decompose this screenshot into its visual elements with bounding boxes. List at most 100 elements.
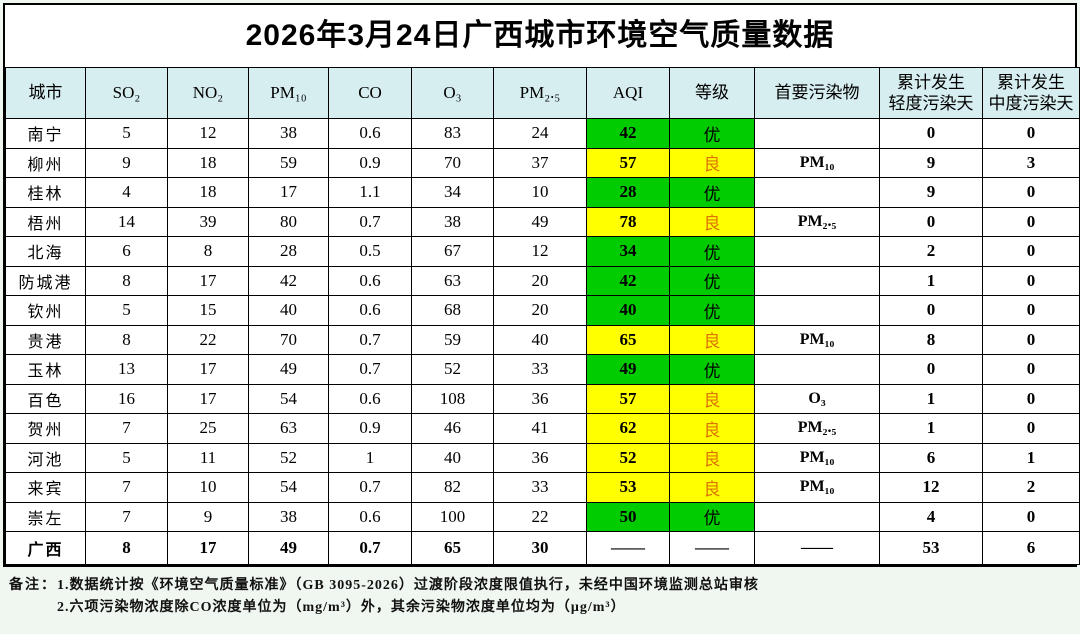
table-row: 崇左 7 9 38 0.6 100 22 50 优 4 0 bbox=[5, 501, 1080, 532]
so2-cell: 8 bbox=[85, 265, 168, 296]
city-cell: 来宾 bbox=[5, 472, 86, 503]
table-row: 南宁 5 12 38 0.6 83 24 42 优 0 0 bbox=[5, 118, 1080, 149]
co-cell: 0.7 bbox=[328, 472, 412, 503]
pm10-cell: 49 bbox=[248, 354, 329, 385]
city-cell: 河池 bbox=[5, 442, 86, 473]
air-quality-table: 城市 SO₂ NO₂ PM₁₀ CO O₃ PM₂.₅ AQI 等级 首要污染物… bbox=[5, 67, 1080, 565]
table-row: 玉林 13 17 49 0.7 52 33 49 优 0 0 bbox=[5, 354, 1080, 385]
grade-cell: 优 bbox=[669, 177, 755, 208]
pm25-cell: 22 bbox=[493, 501, 587, 532]
footnote-lines: 1.数据统计按《环境空气质量标准》（GB 3095-2026）过渡阶段浓度限值执… bbox=[57, 575, 759, 620]
moderate-days-cell: 2 bbox=[982, 472, 1080, 503]
grade-cell: 优 bbox=[669, 265, 755, 296]
moderate-days-cell: 0 bbox=[982, 177, 1080, 208]
co-cell: 0.6 bbox=[328, 383, 412, 414]
pm10-cell: 28 bbox=[248, 236, 329, 267]
grade-cell: 良 bbox=[669, 472, 755, 503]
table-row: 百色 16 17 54 0.6 108 36 57 良 O₃ 1 0 bbox=[5, 383, 1080, 414]
grade-cell: 良 bbox=[669, 383, 755, 414]
grade-cell: 良 bbox=[669, 206, 755, 237]
moderate-days-cell: 1 bbox=[982, 442, 1080, 473]
footnote-line-2: 2.六项污染物浓度除CO浓度单位为（mg/m³）外，其余污染物浓度单位均为（μg… bbox=[57, 600, 626, 616]
city-cell: 防城港 bbox=[5, 265, 86, 296]
pm10-cell: 38 bbox=[248, 118, 329, 149]
so2-cell: 5 bbox=[85, 295, 168, 326]
pollutant-cell bbox=[754, 236, 880, 267]
col-header-moderate-pollution-days: 累计发生 中度污染天 bbox=[982, 67, 1080, 119]
footnotes: 备注： 1.数据统计按《环境空气质量标准》（GB 3095-2026）过渡阶段浓… bbox=[3, 567, 1077, 620]
pm25-cell: 20 bbox=[493, 265, 587, 296]
pollutant-cell: PM₂.₅ bbox=[754, 206, 880, 237]
pm10-cell: 54 bbox=[248, 472, 329, 503]
no2-cell: 15 bbox=[167, 295, 249, 326]
pollutant-cell bbox=[754, 177, 880, 208]
light-days-cell: 0 bbox=[879, 206, 983, 237]
air-quality-report: 2026年3月24日广西城市环境空气质量数据 城市 SO₂ NO₂ PM₁₀ C… bbox=[3, 3, 1080, 567]
header-row: 城市 SO₂ NO₂ PM₁₀ CO O₃ PM₂.₅ AQI 等级 首要污染物… bbox=[5, 67, 1080, 119]
city-cell: 梧州 bbox=[5, 206, 86, 237]
light-days-cell: 6 bbox=[879, 442, 983, 473]
table-row: 贺州 7 25 63 0.9 46 41 62 良 PM₂.₅ 1 0 bbox=[5, 413, 1080, 444]
so2-cell: 8 bbox=[85, 324, 168, 355]
grade-cell: 良 bbox=[669, 147, 755, 178]
grade-cell: 优 bbox=[669, 354, 755, 385]
table-header: 城市 SO₂ NO₂ PM₁₀ CO O₃ PM₂.₅ AQI 等级 首要污染物… bbox=[5, 67, 1080, 119]
co-cell: 0.6 bbox=[328, 118, 412, 149]
pm10-cell: 63 bbox=[248, 413, 329, 444]
table-row: 来宾 7 10 54 0.7 82 33 53 良 PM₁₀ 12 2 bbox=[5, 472, 1080, 503]
moderate-days-cell: 0 bbox=[982, 383, 1080, 414]
table-row: 北海 6 8 28 0.5 67 12 34 优 2 0 bbox=[5, 236, 1080, 267]
aqi-cell: 78 bbox=[586, 206, 670, 237]
pm10-cell: 52 bbox=[248, 442, 329, 473]
table-row: 柳州 9 18 59 0.9 70 37 57 良 PM₁₀ 9 3 bbox=[5, 147, 1080, 178]
pollutant-cell: PM₁₀ bbox=[754, 442, 880, 473]
pollutant-cell: PM₂.₅ bbox=[754, 413, 880, 444]
moderate-days-cell: 0 bbox=[982, 324, 1080, 355]
footnote-line-1: 1.数据统计按《环境空气质量标准》（GB 3095-2026）过渡阶段浓度限值执… bbox=[57, 578, 759, 593]
pm10-cell: 54 bbox=[248, 383, 329, 414]
pm25-cell: 30 bbox=[493, 531, 587, 565]
co-cell: 0.9 bbox=[328, 413, 412, 444]
city-cell: 柳州 bbox=[5, 147, 86, 178]
pm10-cell: 42 bbox=[248, 265, 329, 296]
pollutant-cell bbox=[754, 295, 880, 326]
o3-cell: 83 bbox=[411, 118, 494, 149]
pm25-cell: 24 bbox=[493, 118, 587, 149]
o3-cell: 59 bbox=[411, 324, 494, 355]
no2-cell: 17 bbox=[167, 265, 249, 296]
no2-cell: 17 bbox=[167, 354, 249, 385]
table-body: 南宁 5 12 38 0.6 83 24 42 优 0 0 柳州 9 18 59 0.9 70 37 57 良 PM₁₀… bbox=[5, 118, 1080, 565]
so2-cell: 7 bbox=[85, 472, 168, 503]
aqi-cell: 62 bbox=[586, 413, 670, 444]
pm25-cell: 36 bbox=[493, 442, 587, 473]
o3-cell: 68 bbox=[411, 295, 494, 326]
pm25-cell: 12 bbox=[493, 236, 587, 267]
col-header-city: 城市 bbox=[5, 67, 86, 119]
col-header-pm10: PM₁₀ bbox=[248, 67, 329, 119]
pollutant-cell: PM₁₀ bbox=[754, 472, 880, 503]
pollutant-cell bbox=[754, 118, 880, 149]
so2-cell: 9 bbox=[85, 147, 168, 178]
light-days-cell: 1 bbox=[879, 413, 983, 444]
co-cell: 0.6 bbox=[328, 501, 412, 532]
pm25-cell: 37 bbox=[493, 147, 587, 178]
grade-cell: 优 bbox=[669, 236, 755, 267]
col-header-aqi: AQI bbox=[586, 67, 670, 119]
o3-cell: 100 bbox=[411, 501, 494, 532]
pm25-cell: 10 bbox=[493, 177, 587, 208]
pm10-cell: 59 bbox=[248, 147, 329, 178]
col-header-no2: NO₂ bbox=[167, 67, 249, 119]
table-row: 钦州 5 15 40 0.6 68 20 40 优 0 0 bbox=[5, 295, 1080, 326]
light-days-cell: 9 bbox=[879, 147, 983, 178]
no2-cell: 10 bbox=[167, 472, 249, 503]
pollutant-cell bbox=[754, 265, 880, 296]
col-header-o3: O₃ bbox=[411, 67, 494, 119]
moderate-days-cell: 0 bbox=[982, 265, 1080, 296]
col-header-pm25: PM₂.₅ bbox=[493, 67, 587, 119]
o3-cell: 38 bbox=[411, 206, 494, 237]
o3-cell: 52 bbox=[411, 354, 494, 385]
aqi-cell: 65 bbox=[586, 324, 670, 355]
aqi-cell: 50 bbox=[586, 501, 670, 532]
pm25-cell: 40 bbox=[493, 324, 587, 355]
aqi-cell: 40 bbox=[586, 295, 670, 326]
